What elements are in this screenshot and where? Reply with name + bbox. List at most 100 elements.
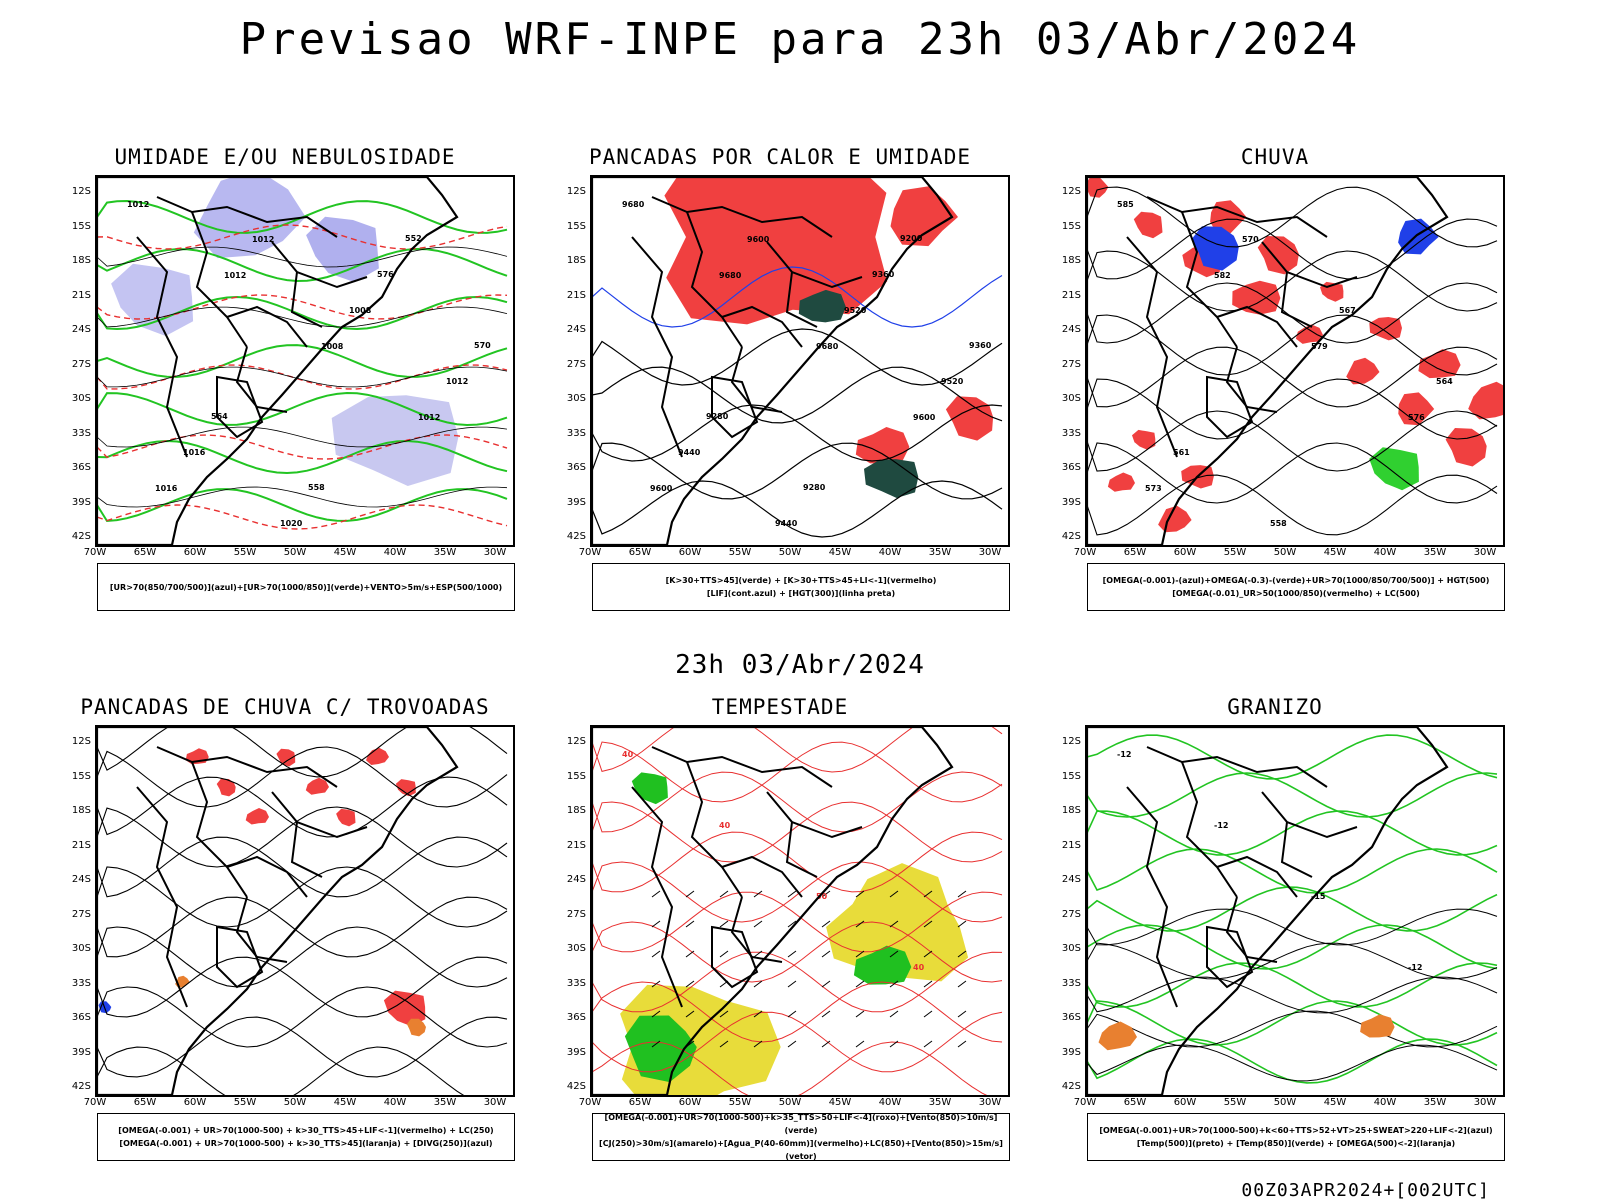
streamline-250 <box>97 727 508 778</box>
longitude-label: 40W <box>1373 1097 1397 1108</box>
contour-label: 9680 <box>719 271 742 280</box>
wind-vector <box>889 980 899 988</box>
state-border <box>290 271 323 328</box>
map-tempestade[interactable]: 40 40 50 40 <box>590 725 1010 1097</box>
longitude-label: 35W <box>1423 1097 1447 1108</box>
contour-label: 1020 <box>280 519 303 528</box>
contour-label: 1016 <box>183 448 206 457</box>
instability-area-dark <box>798 289 846 323</box>
pressure-contour <box>97 246 508 268</box>
contour-label: 576 <box>377 270 394 279</box>
longitude-label: 70W <box>578 547 602 558</box>
latitude-label: 30S <box>71 393 91 404</box>
state-border <box>1261 241 1358 289</box>
map-umidade[interactable]: 1012 1012 1008 1012 1016 1012 1008 1012 1016 1020… <box>95 175 515 547</box>
longitude-label: 30W <box>483 1097 507 1108</box>
longitude-label: 35W <box>1423 547 1447 558</box>
latitude-label: 24S <box>1061 324 1081 335</box>
panel-title: GRANIZO <box>1227 695 1323 719</box>
legend-box: [OMEGA(-0.001)-(azul)+OMEGA(-0.3)-(verde… <box>1087 563 1505 611</box>
state-border <box>226 305 308 348</box>
longitude-label: 60W <box>678 547 702 558</box>
contour-label: 40 <box>913 963 925 972</box>
longitude-label: 45W <box>1323 1097 1347 1108</box>
wind-vector <box>957 890 967 898</box>
wind-vector <box>787 920 797 928</box>
streamline-250 <box>97 806 508 868</box>
height-contour-black <box>1087 314 1498 376</box>
longitude-label: 40W <box>383 547 407 558</box>
map-granizo[interactable]: -12 -12 -15 -12 <box>1085 725 1505 1097</box>
latitude-label: 27S <box>566 908 586 920</box>
wind-area-green <box>853 945 912 985</box>
wind-vector <box>889 950 899 958</box>
state-border <box>721 305 803 348</box>
coastline <box>1087 177 1449 545</box>
legend-line: [OMEGA(-0.001) + UR>70(1000-500) + k>30_… <box>118 1126 494 1135</box>
wind-area-green <box>624 1015 697 1083</box>
longitude-label: 60W <box>1173 1097 1197 1108</box>
wind-vector <box>753 1010 763 1018</box>
temp850-contour-green <box>1087 772 1498 818</box>
longitude-label: 30W <box>978 1097 1002 1108</box>
map-chuva[interactable]: 585 582 579 576 573 570 567 564 561 558 <box>1085 175 1505 547</box>
map-layer: -12 -12 -15 -12 <box>1087 727 1498 1095</box>
temp500-contour-black <box>1087 1010 1498 1048</box>
wind-vector <box>753 980 763 988</box>
state-border <box>1181 211 1238 348</box>
contour-label: 1012 <box>252 235 274 244</box>
latitude-label: 36S <box>1061 1012 1081 1023</box>
longitude-label: 40W <box>383 1097 407 1108</box>
longitude-label: 40W <box>878 1097 902 1108</box>
legend-line: [K>30+TTS>45](verde) + [K>30+TTS>45+LI<-… <box>665 576 937 585</box>
streamline-850-red <box>592 801 1003 863</box>
wind-vector <box>821 890 831 898</box>
rain-area-red <box>1398 392 1435 426</box>
humidity-area-blue <box>193 177 306 259</box>
forecast-date-label: 23h 03/Abr/2024 <box>675 650 925 680</box>
map-pancadas-calor[interactable]: 9680 9680 9680 9600 9600 9600 9520 9520 9440 9440… <box>590 175 1010 547</box>
contour-label: 1008 <box>321 342 344 351</box>
longitude-label: 50W <box>778 547 802 558</box>
latitude-label: 24S <box>566 324 586 335</box>
wind-vector <box>923 950 933 958</box>
state-border <box>191 211 248 348</box>
longitude-label: 40W <box>1373 547 1397 558</box>
legend-line: [UR>70(850/700/500)](azul)+[UR>70(1000/8… <box>109 582 503 592</box>
omega-area-orange <box>1098 1021 1137 1051</box>
state-border <box>1280 821 1313 878</box>
contour-label: 40 <box>622 750 634 759</box>
pressure-contour <box>97 426 508 448</box>
latitude-label: 18S <box>1061 805 1081 816</box>
wind-vector <box>685 950 695 958</box>
contour-label: 9440 <box>678 448 701 457</box>
coastline <box>97 727 459 1095</box>
map-pancadas-trovoadas[interactable] <box>95 725 515 1097</box>
state-border <box>1206 375 1254 439</box>
height-contour-black <box>592 480 1003 538</box>
streamline-850-red <box>592 861 1003 923</box>
latitude-label: 30S <box>1061 943 1081 954</box>
temp850-contour-green <box>1087 1038 1498 1084</box>
rain-area-red <box>1132 429 1156 450</box>
rain-area-red <box>1346 357 1380 385</box>
longitude-label: 70W <box>83 547 107 558</box>
longitude-label: 70W <box>1073 547 1097 558</box>
streamline-850-red <box>592 831 1003 893</box>
state-border <box>1146 196 1328 238</box>
lif-contour-blue <box>592 266 1003 328</box>
wind-vector <box>753 950 763 958</box>
longitude-label: 35W <box>928 547 952 558</box>
legend-line: [OMEGA(-0.001) + UR>70(1000-500) + k>30_… <box>119 1139 493 1148</box>
instability-area-red <box>664 177 888 325</box>
state-border <box>191 761 248 898</box>
temp850-contour-green <box>1087 924 1498 970</box>
state-border <box>1206 925 1254 989</box>
latitude-label: 18S <box>1061 255 1081 266</box>
wind-vector <box>685 1010 695 1018</box>
latitude-label: 42S <box>566 531 586 542</box>
temp850-contour-green <box>1087 886 1498 932</box>
humidity-contour-green <box>97 344 508 378</box>
contour-label: 40 <box>719 821 731 830</box>
storm-area-red <box>305 777 329 795</box>
